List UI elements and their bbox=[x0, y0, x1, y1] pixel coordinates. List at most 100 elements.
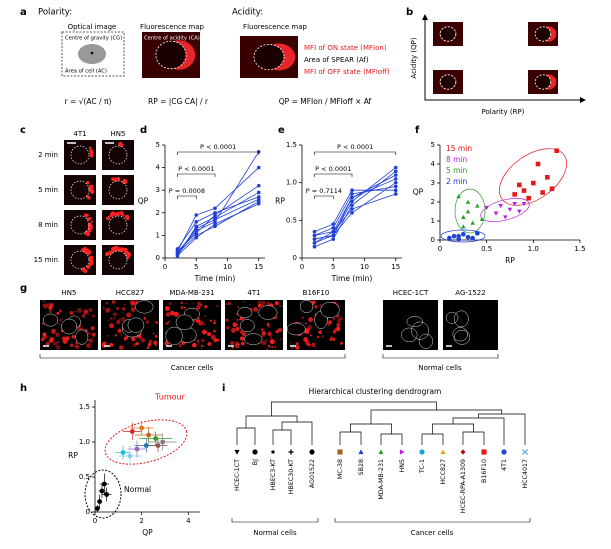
leaf-marker bbox=[252, 449, 258, 455]
acid-spot bbox=[81, 267, 86, 272]
point bbox=[350, 207, 354, 211]
leaf-marker bbox=[358, 449, 364, 455]
cell-outline bbox=[439, 26, 457, 42]
p-value: P < 0.0001 bbox=[200, 143, 236, 151]
leaf-label: HCC827 bbox=[440, 459, 447, 485]
micrograph bbox=[443, 300, 498, 350]
acid-spot bbox=[328, 320, 332, 325]
cell-outline bbox=[70, 215, 90, 235]
y-axis-title: RP bbox=[68, 451, 78, 460]
acid-spot bbox=[183, 306, 186, 309]
column-label: HN5 bbox=[111, 130, 126, 138]
dendrogram-branch bbox=[339, 431, 362, 445]
acid-spot bbox=[339, 317, 343, 320]
acid-spot bbox=[141, 338, 146, 343]
point bbox=[465, 209, 471, 214]
leaf-marker bbox=[440, 449, 446, 455]
annotation: Tumour bbox=[154, 393, 186, 402]
formula: RP = |CG CA| / r bbox=[148, 97, 209, 106]
point bbox=[120, 450, 126, 455]
point bbox=[97, 499, 103, 504]
acid-spot bbox=[105, 252, 110, 257]
acid-spot bbox=[62, 339, 68, 344]
point bbox=[521, 202, 527, 207]
acid-spot bbox=[109, 323, 115, 329]
cell-outline bbox=[108, 180, 128, 200]
point bbox=[331, 226, 336, 230]
x-tick-label: 10 bbox=[223, 263, 232, 271]
row-label: 15 min bbox=[34, 256, 58, 264]
acid-spot bbox=[124, 337, 127, 341]
acid-spot bbox=[180, 301, 184, 305]
legend-text: 15 min bbox=[446, 144, 472, 153]
acid-spot bbox=[88, 307, 93, 312]
point bbox=[393, 177, 398, 181]
leaf-label: HCEC-RPA-A1309 bbox=[460, 459, 467, 513]
group-label: Cancer cells bbox=[411, 529, 454, 537]
dendrogram-branch bbox=[236, 427, 256, 445]
acid-spot bbox=[148, 339, 153, 344]
acid-spot bbox=[266, 301, 271, 306]
acid-spot bbox=[48, 309, 53, 314]
acid-spot bbox=[113, 317, 116, 320]
acid-spot bbox=[57, 341, 59, 344]
acid-spot bbox=[192, 342, 197, 348]
acid-spot bbox=[164, 341, 169, 346]
dendrogram-branch bbox=[432, 423, 474, 434]
acid-spot bbox=[304, 322, 307, 325]
point bbox=[312, 241, 317, 245]
acid-spot bbox=[237, 306, 240, 309]
acid-spot bbox=[239, 330, 244, 334]
series-line bbox=[177, 198, 259, 254]
point bbox=[194, 220, 199, 224]
p-value: P < 0.0001 bbox=[337, 143, 373, 151]
row-label: 2 min bbox=[38, 151, 58, 159]
leaf-marker bbox=[270, 449, 276, 455]
acid-spot bbox=[261, 340, 267, 346]
acid-spot bbox=[196, 305, 201, 310]
point bbox=[461, 214, 466, 220]
y-tick-label: 3 bbox=[431, 179, 435, 187]
acid-spot bbox=[154, 335, 158, 338]
legend-text: MFI of OFF state (MFIoff) bbox=[304, 68, 390, 76]
acid-spot bbox=[307, 324, 313, 330]
acid-spot bbox=[331, 337, 333, 339]
acid-spot bbox=[90, 326, 95, 331]
acid-spot bbox=[260, 300, 266, 306]
group-bracket bbox=[334, 518, 531, 523]
acid-spot bbox=[267, 331, 272, 336]
x-tick-label: 2 bbox=[139, 517, 143, 525]
row-label: 8 min bbox=[38, 221, 58, 229]
acid-spot bbox=[241, 341, 245, 346]
point bbox=[256, 183, 261, 188]
y-tick-label: 1.5 bbox=[286, 141, 297, 149]
panel-label: e bbox=[278, 125, 285, 136]
acid-spot bbox=[248, 303, 251, 306]
point bbox=[350, 203, 354, 208]
acid-spot bbox=[318, 330, 323, 335]
x-tick-label: 0.5 bbox=[481, 245, 492, 253]
y-tick-label: 1 bbox=[156, 231, 160, 239]
point bbox=[503, 215, 508, 220]
point bbox=[512, 202, 517, 207]
acid-spot bbox=[77, 307, 83, 313]
point bbox=[461, 224, 466, 229]
series-line bbox=[177, 167, 260, 252]
acid-spot bbox=[238, 318, 241, 321]
acid-spot bbox=[269, 336, 272, 339]
legend-text: 2 min bbox=[446, 177, 468, 186]
acid-spot bbox=[165, 312, 171, 317]
cell-outline bbox=[439, 74, 457, 90]
acid-spot bbox=[59, 318, 62, 322]
point bbox=[213, 213, 217, 217]
leaf-marker bbox=[309, 449, 315, 455]
p-value: P < 0.0001 bbox=[315, 165, 351, 173]
point bbox=[479, 216, 485, 221]
image-label: B16F10 bbox=[303, 289, 330, 297]
acid-spot bbox=[111, 300, 116, 305]
acid-spot bbox=[131, 336, 136, 342]
acid-spot bbox=[45, 341, 51, 347]
leaf-label: HN5 bbox=[399, 459, 406, 472]
acid-spot bbox=[86, 265, 91, 269]
point bbox=[312, 237, 317, 241]
